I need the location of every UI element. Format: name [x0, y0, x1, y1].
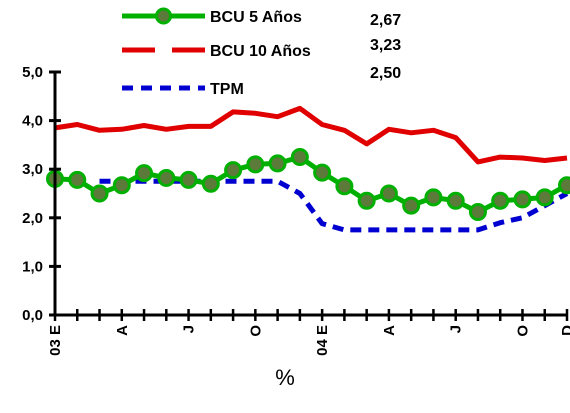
data-point-bcu-5 — [290, 148, 309, 167]
legend-label: BCU 5 Años — [210, 9, 302, 26]
data-point-bcu-5 — [313, 163, 332, 182]
data-point-bcu-5 — [357, 191, 376, 210]
legend-latest-value: 3,23 — [370, 37, 401, 54]
series-line-bcu-5 — [54, 154, 569, 215]
data-point-bcu-5 — [157, 168, 176, 187]
data-point-bcu-5 — [179, 170, 198, 189]
x-tick-label: J — [181, 325, 198, 333]
y-tick-label: 3,0 — [22, 161, 43, 178]
x-tick-label: D — [559, 325, 570, 336]
legend-label: BCU 10 Años — [210, 43, 311, 60]
data-point-bcu-5 — [201, 174, 220, 193]
data-point-bcu-5 — [224, 161, 243, 180]
data-point-bcu-5 — [246, 155, 265, 174]
y-tick-label: 4,0 — [22, 113, 43, 130]
x-tick-label: A — [381, 325, 398, 336]
data-point-bcu-5 — [513, 190, 532, 209]
axes: 0,0 1,0 2,0 3,0 4,0 5,0 03 E A J O 04 E A J O D — [22, 64, 570, 356]
data-point-bcu-5 — [90, 184, 109, 203]
legend-entry-bcu-10: BCU 10 Años 3,23 — [122, 37, 401, 60]
y-tick-label: 5,0 — [22, 64, 43, 81]
data-point-bcu-5 — [379, 184, 398, 203]
legend-label: TPM — [210, 81, 244, 98]
legend: BCU 5 Años 2,67 BCU 10 Años 3,23 TPM 2,50 — [122, 7, 401, 98]
data-point-bcu-5 — [424, 188, 443, 207]
legend-swatch-marker — [155, 7, 172, 25]
data-point-bcu-5 — [446, 191, 465, 210]
data-point-bcu-5 — [335, 177, 354, 196]
data-point-bcu-5 — [491, 191, 510, 210]
data-point-bcu-5 — [468, 202, 487, 221]
y-tick-label: 0,0 — [22, 307, 43, 324]
legend-entry-tpm: TPM 2,50 — [122, 65, 401, 98]
x-tick-label: O — [514, 325, 531, 337]
legend-latest-value: 2,67 — [370, 12, 401, 29]
legend-latest-value: 2,50 — [370, 65, 401, 82]
legend-entry-bcu-5: BCU 5 Años 2,67 — [122, 7, 401, 29]
data-point-bcu-5 — [68, 170, 87, 189]
data-point-bcu-5 — [535, 188, 554, 207]
x-tick-label: J — [448, 325, 465, 333]
y-tick-label: 2,0 — [22, 210, 43, 227]
data-point-bcu-5 — [112, 176, 131, 195]
y-tick-label: 1,0 — [22, 258, 43, 275]
series-layer — [46, 105, 570, 233]
data-point-bcu-5 — [135, 164, 154, 183]
data-point-bcu-5 — [402, 196, 421, 215]
y-axis-unit-label: % — [275, 365, 295, 390]
series-line-bcu-10 — [54, 105, 568, 165]
x-tick-label: 03 E — [47, 325, 64, 356]
data-point-bcu-5 — [558, 176, 570, 195]
x-tick-label: O — [247, 325, 264, 337]
x-tick-label: A — [114, 325, 131, 336]
x-tick-label: 04 E — [314, 325, 331, 356]
data-point-bcu-5 — [268, 154, 287, 173]
